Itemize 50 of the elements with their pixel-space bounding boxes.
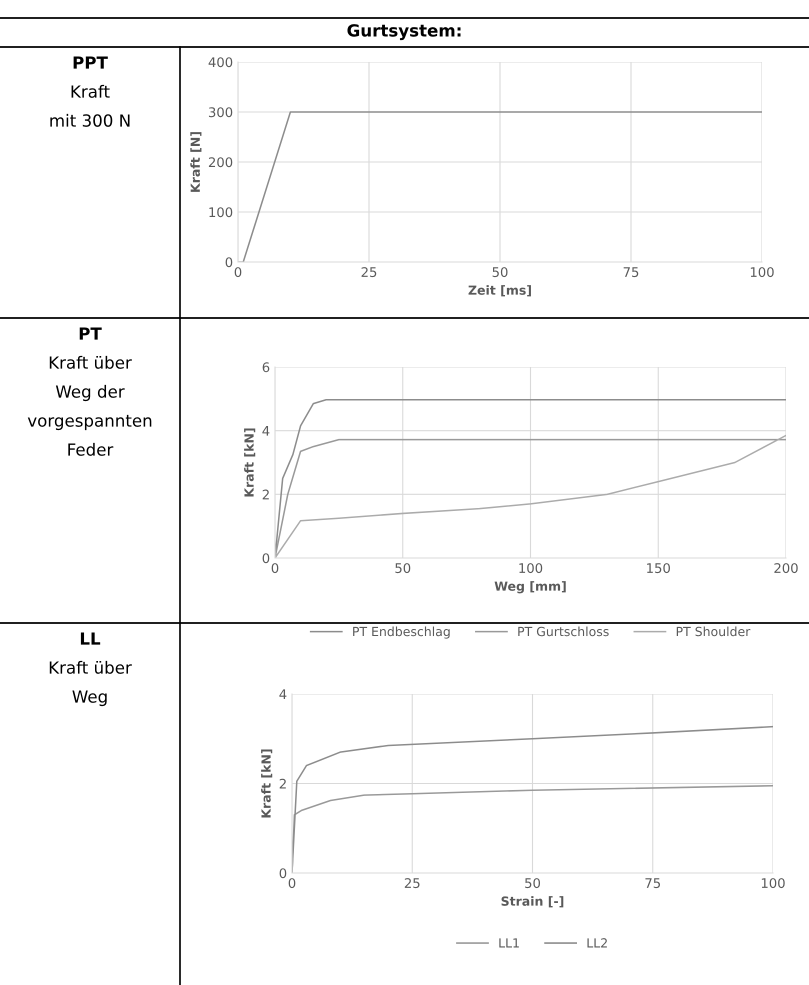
y-tick-label: 2 [262,490,269,500]
y-tick-label: 4 [262,426,270,436]
x-tick-label: 25 [404,878,420,888]
legend-label: PT Endbeschlag [353,626,450,639]
y-axis-title: Kraft [kN] [261,749,272,818]
x-tick-label: 50 [395,563,410,574]
chart-title: Gurtsystem: [347,24,461,40]
legend-label: LL2 [587,938,607,948]
legend-label: PT Gurtschloss [518,626,609,636]
y-tick-label: 2 [280,778,286,789]
y-tick-label: 6 [262,362,270,372]
x-tick-label: 0 [234,267,242,278]
text: Kraft [72,84,110,98]
text: Kraft über [50,356,132,369]
x-tick-label: 200 [774,563,798,574]
x-tick-label: 0 [288,878,296,888]
legend-label: PT Shoulder [676,626,750,636]
text: Weg [72,690,107,706]
x-axis-title: Strain [-] [502,896,564,908]
x-axis-title: Zeit [ms] [468,285,531,296]
text: Feder [68,442,114,456]
y-axis-title: Kraft [N] [190,132,202,192]
y-tick-label: 0 [226,257,232,268]
y-tick-label: 100 [209,207,232,218]
x-tick-label: 75 [645,878,660,888]
y-tick-label: 400 [208,57,232,68]
y-tick-label: 0 [262,553,270,564]
x-tick-label: 100 [519,563,542,574]
x-tick-label: 100 [750,267,774,278]
y-tick-label: 0 [280,868,286,878]
text: Weg der [56,384,125,402]
x-tick-label: 150 [647,563,670,574]
text: PPT [74,56,108,69]
x-axis-title: Weg [mm] [494,581,566,594]
text: mit 300 N [50,114,130,127]
x-tick-label: 50 [492,267,508,278]
text: vorgespannten [28,414,152,430]
x-tick-label: 100 [762,878,785,888]
x-tick-label: 25 [362,267,376,278]
x-tick-label: 0 [272,563,278,574]
x-tick-label: 50 [525,878,540,888]
y-tick-label: 200 [208,157,232,168]
text: PT [80,327,102,340]
legend-label: LL1 [499,938,519,948]
y-tick-label: 4 [279,689,286,700]
y-axis-title: Kraft [kN] [244,428,256,496]
y-tick-label: 300 [208,107,232,118]
x-tick-label: 75 [624,267,638,278]
text: LL [80,632,100,645]
text: Kraft über [50,660,132,674]
